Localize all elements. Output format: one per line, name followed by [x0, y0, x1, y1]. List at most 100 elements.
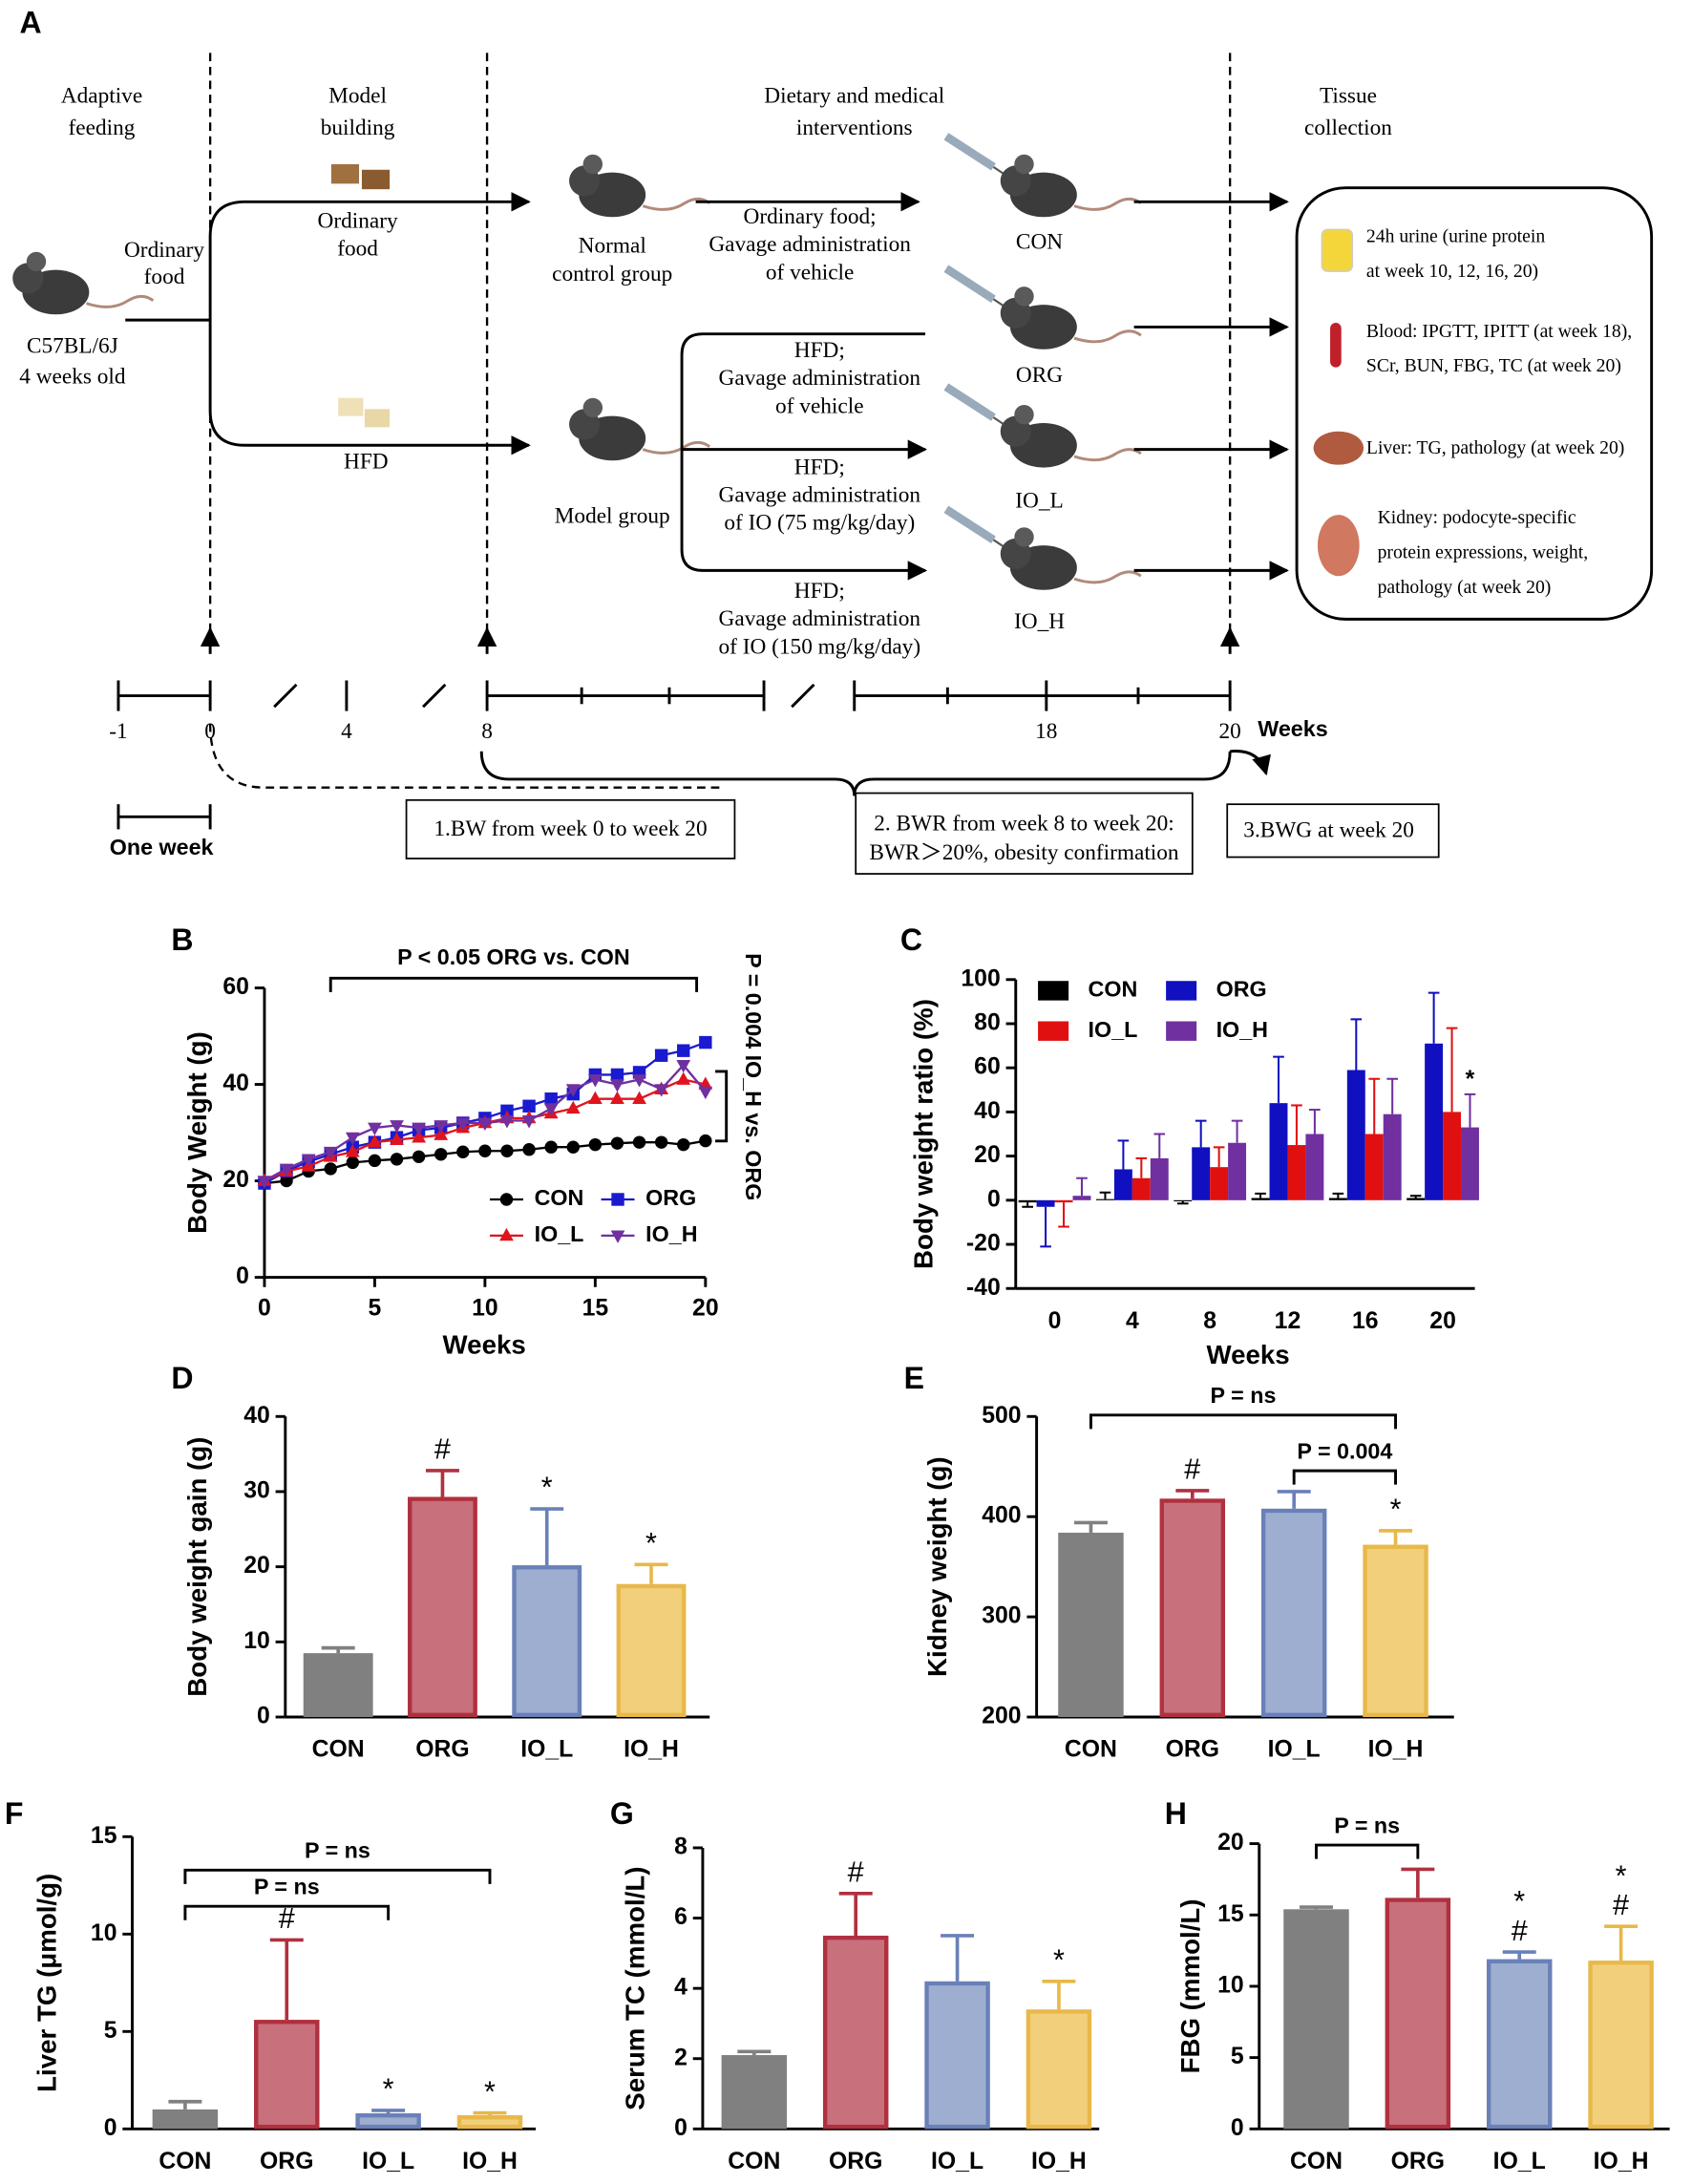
y-tick-label: 10 — [1217, 1972, 1244, 1998]
legend-marker — [499, 1227, 514, 1241]
significance-bracket — [1315, 1843, 1420, 1859]
stage-title: collection — [1304, 116, 1392, 140]
y-tick-label: 60 — [974, 1054, 1001, 1080]
mouse-tail — [1073, 197, 1142, 211]
stage-title: interventions — [796, 116, 913, 140]
y-tick-label: 10 — [243, 1628, 270, 1654]
y-tick-label: 60 — [222, 974, 249, 1000]
diet-label: HFD — [344, 450, 389, 475]
bar-annotation: * — [1513, 1885, 1525, 1918]
legend-swatch — [1166, 981, 1197, 1001]
stage-title: Model — [328, 83, 387, 108]
legend-label: ORG — [1216, 977, 1267, 1002]
legend-marker — [611, 1193, 624, 1206]
liver-icon — [1313, 431, 1364, 465]
mouse-ear — [582, 397, 603, 418]
annotation: P = 0.004 IO_H vs. ORG — [741, 953, 766, 1200]
mouse-label: C57BL/6J — [27, 334, 118, 359]
urine-icon — [1321, 228, 1354, 272]
marker — [390, 1153, 404, 1166]
marker — [676, 1071, 691, 1085]
bracket-label: P = 0.004 — [1297, 1438, 1392, 1463]
food-icon — [361, 169, 391, 190]
measure-label: 1.BW from week 0 to week 20 — [434, 816, 707, 841]
cohort-label: Model group — [555, 503, 670, 528]
bar-annotation: * — [1466, 1067, 1475, 1092]
y-tick-label: 0 — [987, 1186, 1001, 1212]
legend-label: ORG — [645, 1185, 696, 1210]
x-tick-label: CON — [159, 2149, 211, 2174]
feed-label: food — [144, 265, 185, 289]
marker — [544, 1140, 558, 1154]
bar — [721, 2055, 788, 2130]
marker — [478, 1144, 492, 1157]
y-tick-label: 40 — [222, 1071, 249, 1096]
panel-label: A — [20, 6, 42, 40]
y-axis-title: Liver TG (μmol/g) — [32, 1874, 61, 2092]
treatment-label: Gavage administration — [719, 366, 921, 391]
marker — [368, 1134, 382, 1148]
marker — [565, 1084, 581, 1097]
mouse-tail — [1073, 329, 1142, 344]
bracket-label: P = ns — [254, 1874, 320, 1898]
y-tick-label: 40 — [243, 1403, 270, 1429]
measure-label: 3.BWG at week 20 — [1243, 818, 1414, 843]
collection-item: Blood: IPGTT, IPITT (at week 18), — [1366, 321, 1632, 342]
diet-label: food — [337, 237, 378, 262]
marker — [698, 1086, 713, 1100]
collection-item: protein expressions, weight, — [1378, 541, 1589, 562]
legend-swatch — [1038, 1021, 1069, 1041]
legend-marker — [610, 1230, 625, 1243]
measure-box — [1226, 803, 1440, 859]
bar — [1406, 1198, 1426, 1200]
bar — [1346, 1070, 1365, 1200]
legend-label: CON — [535, 1185, 584, 1210]
mouse-tail — [1073, 570, 1142, 584]
annotation-bracket — [328, 976, 699, 992]
legend-swatch — [1166, 1021, 1197, 1041]
marker — [610, 1136, 624, 1150]
y-tick-label: 8 — [674, 1834, 687, 1860]
stage-title: feeding — [69, 116, 136, 140]
treatment-label: Ordinary food; — [744, 204, 877, 229]
bar — [822, 1935, 889, 2130]
x-tick-label: 10 — [472, 1296, 498, 1322]
x-tick-label: CON — [1290, 2149, 1343, 2174]
y-tick-label: 300 — [982, 1603, 1021, 1629]
x-tick-label: IO_H — [1368, 1737, 1424, 1763]
blood-icon — [1330, 323, 1342, 368]
bar-annotation: # — [434, 1433, 451, 1466]
marker — [434, 1148, 448, 1161]
timeline-label: -1 — [109, 719, 127, 744]
y-tick-label: 200 — [982, 1704, 1021, 1729]
y-tick-label: 5 — [1231, 2044, 1244, 2069]
stage-title: Tissue — [1320, 83, 1377, 108]
x-axis-title: Weeks — [443, 1330, 526, 1360]
bracket-label: P = ns — [305, 1838, 370, 1863]
x-tick-label: IO_L — [1268, 1737, 1321, 1763]
period-line — [208, 723, 721, 789]
legend-label: IO_H — [1216, 1017, 1268, 1042]
branch — [208, 192, 531, 321]
marker — [257, 1176, 272, 1189]
annotation-bracket — [715, 1070, 729, 1143]
y-tick-label: 20 — [222, 1167, 249, 1193]
food-icon — [338, 397, 364, 416]
bar-annotation: * — [383, 2073, 394, 2106]
bar-annotation: * — [1053, 1943, 1065, 1976]
marker — [543, 1103, 559, 1116]
y-axis-title: Body weight gain (g) — [182, 1437, 212, 1697]
group-label: ORG — [1016, 363, 1063, 388]
y-tick-label: 80 — [974, 1010, 1001, 1036]
food-icon — [364, 409, 391, 428]
legend-marker — [499, 1193, 514, 1206]
marker — [677, 1137, 690, 1152]
marker — [610, 1068, 624, 1082]
bar — [303, 1653, 373, 1718]
y-tick-label: 0 — [1231, 2115, 1244, 2141]
bar — [616, 1583, 687, 1718]
measure-box — [855, 792, 1194, 875]
bar — [1363, 1544, 1428, 1718]
y-axis-title: Body weight ratio (%) — [908, 999, 938, 1269]
x-tick-label: 0 — [1048, 1308, 1062, 1334]
